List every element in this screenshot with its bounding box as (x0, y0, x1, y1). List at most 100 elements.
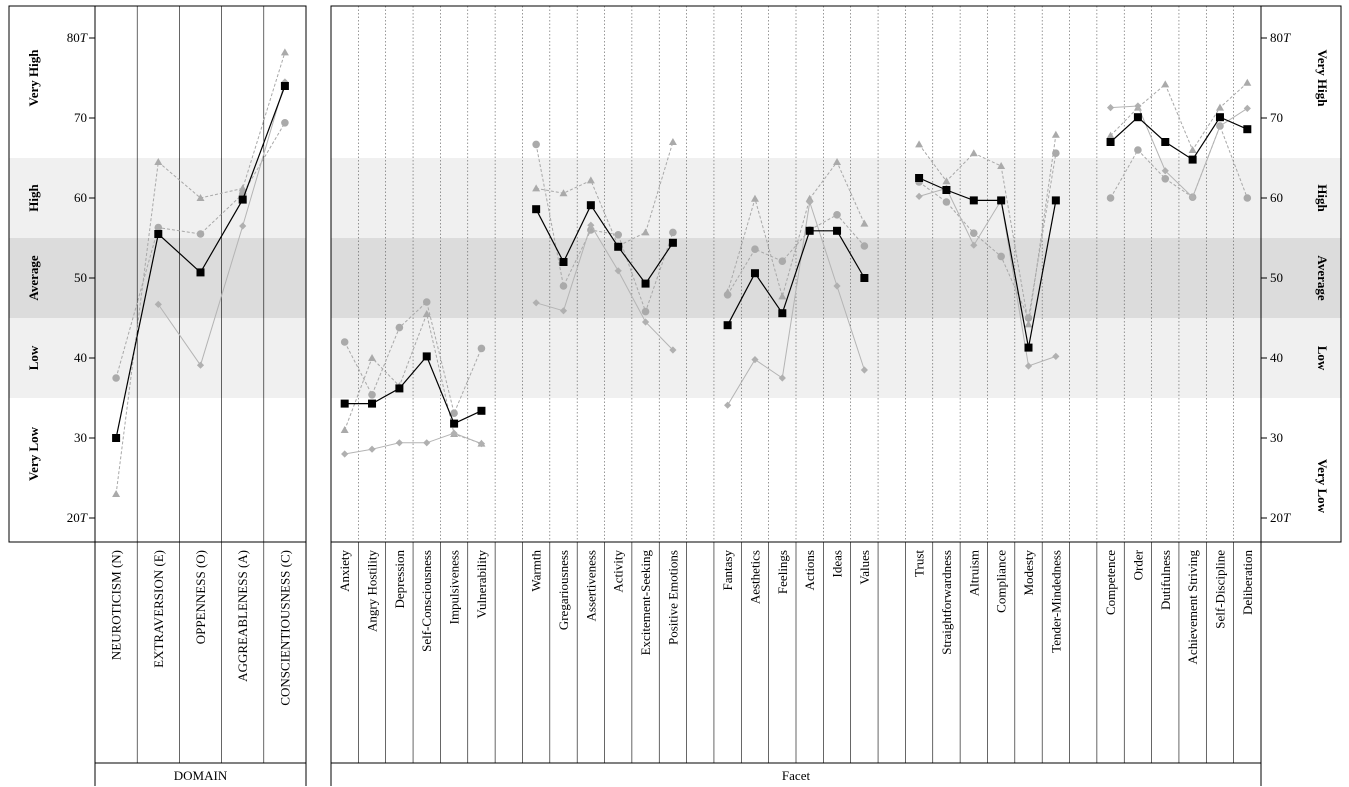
domain-square-point (196, 268, 205, 277)
left-y-tick-label: 20T (67, 510, 88, 525)
facet-circle-point (778, 257, 787, 266)
domain-square-point (238, 195, 247, 204)
domain-circle-point (154, 223, 163, 232)
domain-square-point (280, 82, 289, 90)
facet-diamond-point (1161, 167, 1169, 175)
facet-diamond-point (423, 439, 431, 447)
facet-circle-series-line (1110, 124, 1248, 199)
facet-circle-point (422, 298, 431, 306)
facet-square-series-line (727, 230, 865, 326)
facet-diamond-point (833, 282, 841, 290)
facet-square-point (422, 352, 431, 361)
left-band-label: High (26, 184, 41, 212)
right-band-label: High (1315, 184, 1330, 212)
facet-triangle-series-line (918, 134, 1057, 325)
facet-square-point (915, 174, 924, 182)
facet-square-point (1024, 343, 1033, 352)
domain-triangle-point (154, 158, 163, 165)
facet-category-label: Fantasy (720, 550, 735, 591)
right-y-tick-label: 80T (1270, 30, 1291, 45)
facet-square-point (614, 242, 623, 251)
facet-circle-point (669, 228, 677, 237)
domain-category-label: OPPENNESS (O) (193, 550, 208, 644)
facet-diamond-point (1106, 104, 1115, 112)
facet-square-point (559, 258, 568, 266)
facet-square-point (586, 201, 595, 210)
facet-triangle-point (641, 228, 650, 236)
facet-circle-point (641, 307, 650, 316)
facet-triangle-point (750, 194, 759, 202)
facet-category-label: Tender-Mindedness (1048, 550, 1063, 653)
left-y-tick-label: 60 (74, 190, 87, 205)
facet-diamond-point (341, 450, 349, 458)
facet-circle-point (532, 140, 540, 149)
label-layer: 20T 20T 30 30 40 40 50 50 60 60 70 70 80T 80T Very Hig… (26, 30, 1330, 783)
facet-diamond-point (587, 221, 595, 229)
facet-diamond-point (724, 401, 732, 409)
facet-category-label: Activity (611, 550, 626, 593)
facet-category-label: Modesty (1021, 550, 1036, 596)
facet-square-point (1215, 113, 1224, 122)
facet-plot-frame (330, 5, 1342, 543)
facet-triangle-point (860, 219, 869, 227)
facet-circle-point (942, 198, 951, 206)
left-band-label: Very High (26, 49, 41, 107)
left-y-tick-label: 30 (74, 430, 87, 445)
domain-triangle-point (112, 490, 121, 497)
facet-diamond-point (860, 366, 868, 374)
facet-triangle-point (532, 184, 541, 192)
facet-square-point (395, 384, 404, 393)
facet-square-point (1051, 196, 1060, 205)
facet-triangle-series-line (536, 141, 674, 247)
facet-diamond-series-line (344, 432, 482, 455)
facet-square-point (1188, 155, 1197, 164)
domain-band-1 (9, 318, 306, 398)
facet-circle-point (614, 231, 623, 239)
facet-category-label: Positive Emotions (665, 550, 680, 645)
facet-square-point (723, 321, 732, 330)
facet-diamond-point (614, 267, 622, 275)
facet-circle-point (1161, 175, 1170, 183)
right-y-tick-label: 50 (1270, 270, 1283, 285)
facet-category-label: Warmth (529, 550, 544, 592)
left-band-label: Very Low (26, 426, 41, 481)
facet-square-series-line (535, 203, 674, 285)
facet-circle-series-line (535, 144, 674, 314)
domain-diamond-point (239, 222, 247, 230)
facet-category-label: Altruism (966, 550, 981, 596)
facet-triangle-point (668, 138, 677, 145)
right-y-tick-label: 40 (1270, 350, 1283, 365)
facet-square-point (532, 205, 541, 214)
facet-category-label: Assertiveness (583, 550, 598, 622)
facet-diamond-point (1024, 362, 1033, 370)
facet-square-point (641, 279, 650, 288)
facet-category-label: Vulnerability (474, 550, 489, 619)
facet-square-point (805, 226, 814, 235)
series-layer (112, 48, 1252, 497)
facet-category-label: Impulsiveness (447, 550, 462, 624)
right-band-label: Very High (1315, 50, 1330, 108)
facet-triangle-point (340, 426, 349, 433)
facet-category-label: Aesthetics (747, 550, 762, 604)
facet-square-point (1106, 138, 1115, 146)
facet-triangle-series-line (344, 312, 482, 445)
facet-triangle-point (723, 288, 732, 296)
facet-band-2 (331, 238, 1341, 318)
facet-square-point (668, 238, 677, 247)
facet-category-label: Dutifulness (1158, 550, 1173, 610)
domain-category-label: CONSCIENTIOUSNESS (C) (277, 550, 292, 706)
facet-triangle-series-line (1110, 82, 1248, 152)
facet-category-label: Self-Discipline (1212, 550, 1227, 629)
right-band-label: Very Low (1315, 459, 1330, 514)
facet-circle-point (450, 409, 458, 418)
facet-category-label: Anxiety (337, 550, 352, 592)
facet-triangle-point (1051, 130, 1060, 138)
facet-diamond-series-line (1110, 105, 1248, 199)
facet-circle-point (751, 245, 759, 253)
domain-category-label: AGGREABLENESS (A) (235, 550, 250, 682)
facet-diamond-series-line (727, 201, 865, 406)
facet-diamond-point (806, 198, 814, 206)
facet-triangle-point (969, 149, 978, 157)
facet-triangle-point (1161, 80, 1170, 88)
